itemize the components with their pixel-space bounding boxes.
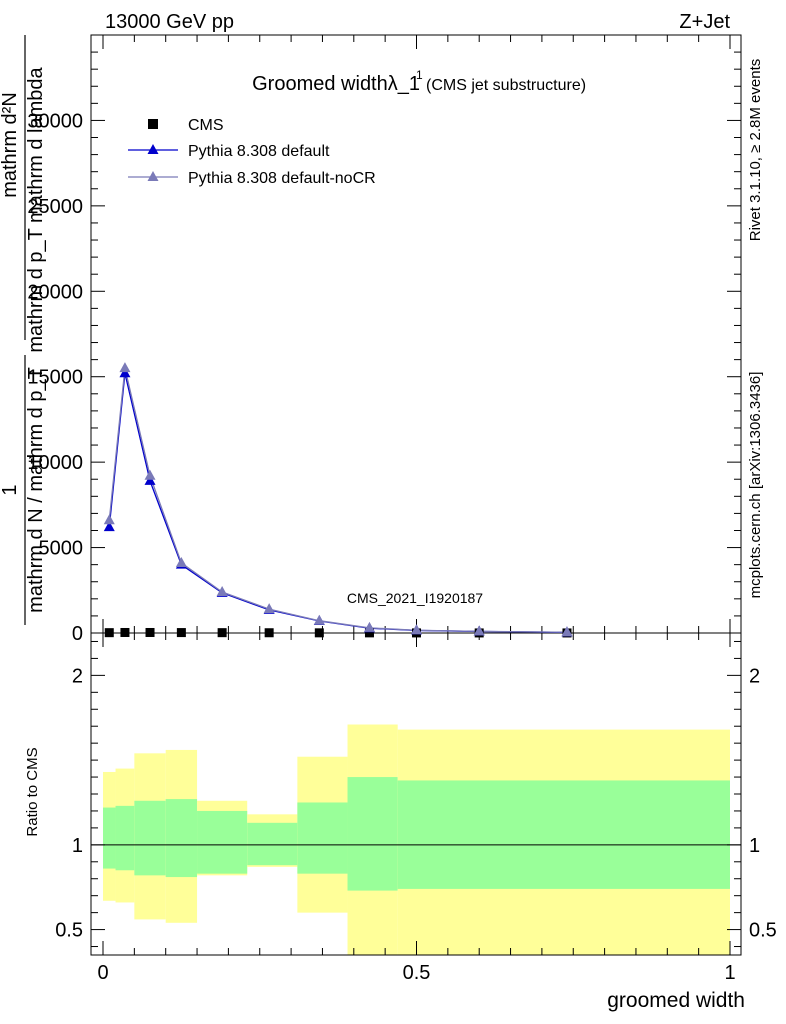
ratio-inner-band-6 <box>297 802 348 874</box>
ratio-inner-band-1 <box>115 805 135 871</box>
legend-label-1: Pythia 8.308 default <box>188 143 330 160</box>
analysis-watermark: CMS_2021_I1920187 <box>347 590 483 606</box>
energy-label: 13000 GeV pp <box>105 11 234 33</box>
cms-data-point <box>145 627 155 637</box>
main-ytick-label: 25000 <box>27 196 83 218</box>
process-label: Z+Jet <box>679 11 730 33</box>
legend-marker-2 <box>147 171 159 181</box>
cms-data-point <box>314 628 324 638</box>
main-ylabel-prefactor-den: mathrm d N / mathrm d p_T <box>25 367 47 613</box>
mc-data-point-2 <box>144 469 156 480</box>
ratio-inner-band-4 <box>197 810 248 874</box>
x-axis-label: groomed width <box>607 989 745 1012</box>
main-ytick-label: 20000 <box>27 281 83 303</box>
main-ylabel: 1 mathrm d N / mathrm d p_T mathrm d²N m… <box>0 35 47 625</box>
mc-data-point-2 <box>561 626 573 637</box>
ratio-inner-band-8 <box>397 780 730 889</box>
mc-data-point-2 <box>473 625 485 636</box>
plot-title-main: Groomed widthλ_1 <box>252 73 420 95</box>
ratio-ytick-label-left: 0.5 <box>55 920 83 942</box>
mc-data-point-2 <box>103 514 115 525</box>
series-line-1 <box>108 373 567 633</box>
ratio-xtick-label: 1 <box>724 962 735 984</box>
main-ytick-label: 15000 <box>27 367 83 389</box>
mc-data-point-2 <box>313 614 325 625</box>
main-ylabel-prefactor-num: 1 <box>0 484 21 495</box>
ratio-ytick-label-right: 2 <box>749 665 760 687</box>
mc-data-point-2 <box>263 603 275 614</box>
cms-data-point <box>176 628 186 638</box>
mc-data-point-2 <box>363 621 375 632</box>
series-line-2 <box>108 368 567 633</box>
cms-data-point <box>120 627 130 637</box>
ratio-axes: 0.5 0.5 1 1 2 2 0 0.5 1 <box>55 633 777 984</box>
legend-label-2: Pythia 8.308 default-noCR <box>188 170 376 187</box>
main-ytick-label: 5000 <box>39 538 84 560</box>
ratio-inner-band-0 <box>103 807 116 869</box>
ratio-band-layer <box>91 724 741 955</box>
plot-title: Groomed widthλ_1 <box>252 73 420 95</box>
rivet-label: Rivet 3.1.10, ≥ 2.8M events <box>747 59 764 242</box>
legend-label-0: CMS <box>188 117 224 134</box>
ratio-ylabel: Ratio to CMS <box>24 747 41 836</box>
ratio-inner-band-2 <box>134 800 166 876</box>
main-ytick-label: 30000 <box>27 110 83 132</box>
legend-marker-cms <box>148 119 158 129</box>
main-series-layer <box>103 362 573 638</box>
ratio-xtick-label: 0 <box>97 962 108 984</box>
mc-data-point-2 <box>216 585 228 596</box>
ratio-ytick-label-left: 1 <box>72 835 83 857</box>
plot-subtitle: (CMS jet substructure) <box>426 77 586 94</box>
main-ytick-label: 10000 <box>27 452 83 474</box>
ratio-ytick-label-right: 1 <box>749 835 760 857</box>
ratio-ytick-label-right: 0.5 <box>749 920 777 942</box>
cms-data-point <box>217 628 227 638</box>
main-ylabel-num: mathrm d²N <box>0 92 21 198</box>
legend-marker-1 <box>147 144 159 154</box>
ratio-xtick-label: 0.5 <box>403 962 431 984</box>
ratio-inner-band-5 <box>247 822 298 866</box>
mc-data-point-2 <box>411 624 422 635</box>
ratio-inner-band-3 <box>165 799 198 878</box>
main-ytick-label: 0 <box>72 623 83 645</box>
mc-data-point-1 <box>119 367 131 378</box>
legend: CMS Pythia 8.308 default Pythia 8.308 defa… <box>128 117 376 187</box>
main-axes: 0 5000 10000 15000 20000 25000 30000 <box>27 35 741 645</box>
cms-data-point <box>364 628 374 638</box>
mc-data-point-2 <box>119 362 131 373</box>
plot-title-sup: 1 <box>416 68 423 82</box>
ratio-inner-band-7 <box>347 777 398 891</box>
mc-data-point-1 <box>144 474 156 485</box>
cms-data-point <box>264 628 274 638</box>
mc-data-point-2 <box>175 556 187 567</box>
main-ylabel-den: mathrm d p_T mathrm d lambda <box>25 66 47 352</box>
mc-data-point-1 <box>103 521 115 532</box>
ratio-ytick-label-left: 2 <box>72 665 83 687</box>
mcplots-label: mcplots.cern.ch [arXiv:1306.3436] <box>747 372 764 599</box>
cms-data-point <box>104 628 114 638</box>
